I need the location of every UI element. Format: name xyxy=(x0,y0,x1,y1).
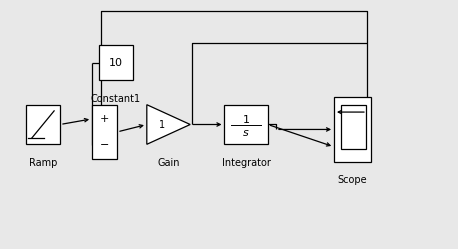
Text: Constant1: Constant1 xyxy=(91,94,141,104)
Polygon shape xyxy=(147,105,190,144)
Text: +: + xyxy=(100,114,109,124)
Text: Scope: Scope xyxy=(338,175,367,185)
Text: Ramp: Ramp xyxy=(29,158,57,168)
Text: −: − xyxy=(100,140,109,150)
Text: s: s xyxy=(243,128,249,138)
Text: 1: 1 xyxy=(243,115,250,125)
Bar xyxy=(26,105,60,144)
Text: 10: 10 xyxy=(109,58,123,67)
Bar xyxy=(341,105,366,149)
Bar xyxy=(99,45,133,80)
Text: Gain: Gain xyxy=(157,158,180,168)
Text: 1: 1 xyxy=(159,120,165,129)
Bar xyxy=(334,97,371,162)
Bar xyxy=(92,105,117,159)
Text: Integrator: Integrator xyxy=(222,158,271,168)
Bar xyxy=(224,105,268,144)
